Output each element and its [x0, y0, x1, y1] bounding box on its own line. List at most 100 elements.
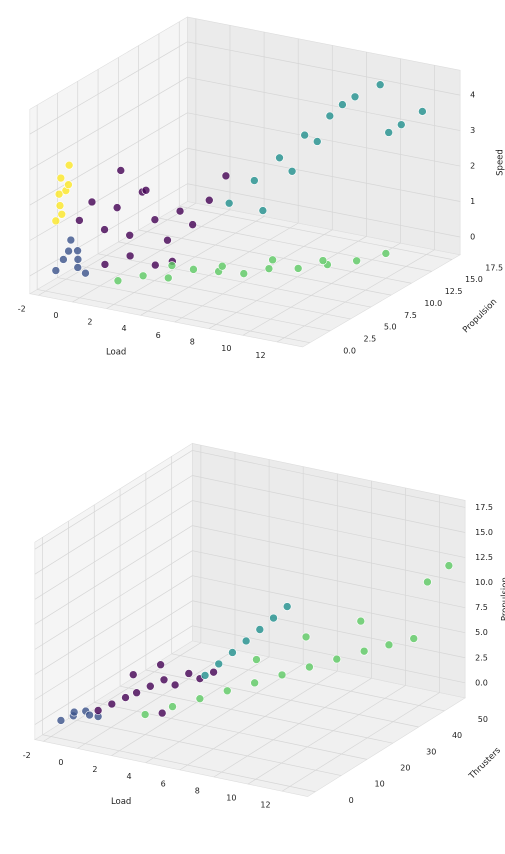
- point: [64, 160, 74, 170]
- point: [209, 667, 218, 677]
- grid-line: [68, 718, 342, 776]
- point: [125, 230, 135, 240]
- back-pane: [192, 443, 466, 699]
- y-tick-label: 2.5: [364, 335, 377, 344]
- point: [275, 153, 284, 163]
- grid-line: [187, 183, 461, 238]
- point: [255, 625, 265, 634]
- y-tick-label: 10.0: [424, 299, 442, 308]
- point: [85, 710, 94, 720]
- grid-line: [34, 475, 193, 575]
- point: [409, 634, 419, 643]
- grid-line: [208, 236, 367, 329]
- y-tick-label: 30: [426, 747, 436, 756]
- point: [312, 137, 322, 146]
- point: [132, 688, 141, 698]
- point: [107, 699, 117, 709]
- x-tick-label: 2: [87, 318, 92, 327]
- grid-line: [34, 550, 193, 650]
- point: [163, 273, 173, 283]
- point: [184, 669, 194, 678]
- x-tick-label: 10: [226, 794, 236, 803]
- grid-line: [192, 450, 466, 508]
- point: [64, 246, 73, 256]
- point: [73, 255, 83, 264]
- z-tick-label: 7.5: [475, 603, 488, 612]
- grid-line: [29, 77, 188, 170]
- grid-line: [111, 656, 270, 756]
- grid-line: [187, 112, 461, 167]
- y-tick-label: 40: [452, 731, 462, 740]
- point: [56, 173, 66, 183]
- point: [167, 261, 177, 270]
- point: [113, 276, 123, 286]
- z-axis-label: Speed: [496, 149, 505, 176]
- grid-line: [34, 450, 193, 550]
- x-tick-label: 6: [161, 779, 166, 788]
- grid-line: [192, 500, 466, 558]
- point: [73, 246, 82, 256]
- point: [375, 80, 385, 90]
- y-tick-label: 20: [400, 764, 410, 773]
- grid-line: [34, 575, 193, 675]
- grid-line: [42, 734, 316, 793]
- point: [384, 128, 394, 137]
- point: [444, 561, 454, 570]
- grid-line: [242, 242, 401, 336]
- grid-line: [187, 147, 461, 202]
- y-tick-label: 17.5: [485, 263, 503, 272]
- point: [221, 171, 231, 181]
- x-tick-label: 2: [92, 765, 97, 774]
- grid-line: [77, 649, 236, 749]
- point: [51, 216, 61, 226]
- point: [305, 662, 314, 672]
- point: [100, 225, 109, 234]
- z-tick-label: 2: [470, 162, 475, 171]
- grid-line: [57, 277, 331, 332]
- point: [116, 166, 126, 175]
- point: [128, 670, 138, 679]
- point: [57, 210, 67, 219]
- grid-line: [72, 209, 231, 303]
- x-tick-label: 0: [58, 758, 63, 767]
- grid-line: [281, 692, 440, 792]
- point: [141, 186, 151, 195]
- x-tick-label: -2: [23, 751, 31, 760]
- point: [396, 120, 406, 129]
- point: [293, 264, 303, 273]
- point: [287, 166, 297, 176]
- point: [264, 264, 274, 273]
- point: [277, 670, 287, 680]
- y-tick-label: 0.0: [343, 347, 356, 356]
- x-tick-label: 12: [255, 351, 265, 360]
- point: [157, 708, 167, 718]
- point: [356, 616, 366, 626]
- point: [163, 235, 172, 245]
- x-tick-label: 8: [190, 338, 195, 347]
- z-tick-label: 4: [470, 91, 475, 100]
- point: [168, 702, 177, 711]
- point: [138, 271, 148, 281]
- point: [125, 251, 135, 261]
- grid-line: [106, 216, 265, 309]
- grid-line: [119, 685, 393, 744]
- point: [228, 648, 237, 657]
- grid-line: [187, 76, 461, 131]
- z-tick-label: 3: [470, 126, 475, 135]
- point: [73, 263, 83, 272]
- point: [301, 632, 311, 642]
- x-tick-label: 10: [221, 344, 231, 353]
- subplot: -2 0 2 4 6 8 10 12 0 10 20 30 40 50 0.0 2.5 5.0 7.5 10.0 12…: [23, 442, 505, 810]
- point: [156, 660, 165, 670]
- point: [140, 710, 150, 719]
- point: [217, 261, 227, 271]
- point: [258, 206, 268, 215]
- x-tick-label: 4: [122, 324, 127, 333]
- point: [350, 92, 360, 102]
- grid-line: [192, 525, 466, 583]
- point: [204, 195, 214, 205]
- point: [56, 716, 66, 725]
- grid-line: [34, 625, 193, 725]
- point: [93, 706, 103, 715]
